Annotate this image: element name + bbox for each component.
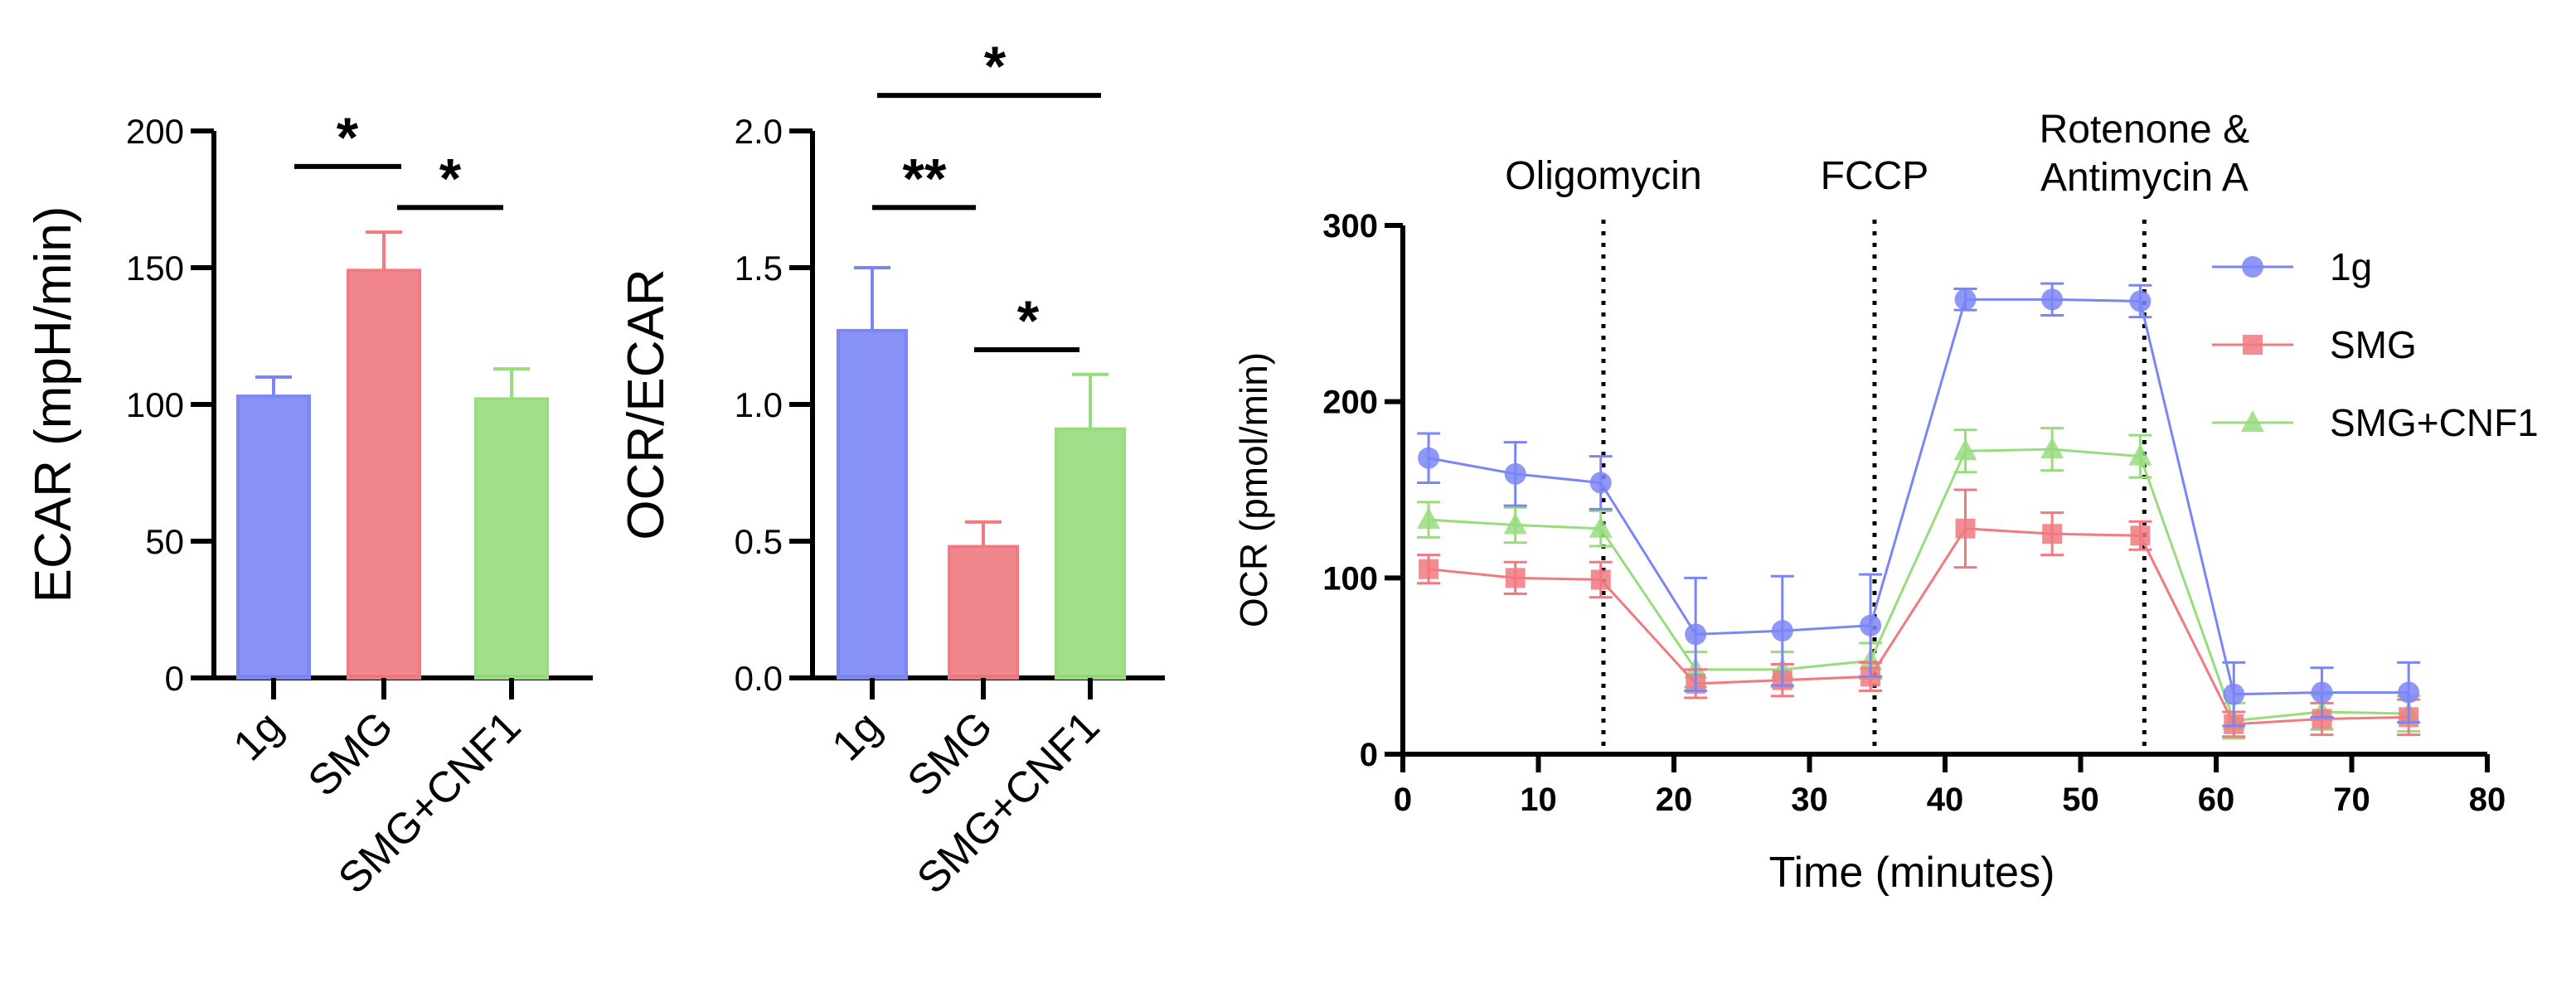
x-tick-label: 10 bbox=[1520, 782, 1557, 818]
data-point bbox=[1503, 512, 1527, 535]
x-tick-label: 50 bbox=[2062, 782, 2099, 818]
x-tick-label: 20 bbox=[1656, 782, 1693, 818]
y-tick-label: 200 bbox=[126, 112, 184, 151]
data-point bbox=[2129, 290, 2152, 312]
injection-label: FCCP bbox=[1821, 154, 1929, 198]
legend-marker bbox=[2243, 335, 2263, 355]
significance-label: * bbox=[439, 147, 462, 210]
data-point bbox=[1505, 568, 1526, 588]
y-axis-label: OCR (pmol/min) bbox=[1232, 352, 1275, 627]
y-tick-label: 200 bbox=[1322, 385, 1378, 421]
y-tick-label: 100 bbox=[126, 385, 184, 424]
y-tick-label: 1.5 bbox=[735, 249, 783, 288]
data-point bbox=[1685, 623, 1707, 646]
ocr-time-line-chart: 0 100 200 300 0 10 20 30 40 50 60 70 80 Time (minutes… bbox=[1232, 108, 2539, 897]
y-axis-label: ECAR (mpH/min) bbox=[25, 206, 82, 603]
y-tick-label: 1.0 bbox=[735, 385, 783, 424]
y-axis-label: OCR/ECAR bbox=[618, 269, 675, 540]
data-point bbox=[1955, 518, 1976, 539]
x-tick-label: 40 bbox=[1927, 782, 1964, 818]
y-tick-label: 50 bbox=[145, 522, 184, 561]
data-point bbox=[2130, 525, 2151, 546]
category-label: SMG bbox=[299, 702, 403, 806]
legend-label: SMG+CNF1 bbox=[2330, 401, 2539, 444]
bar-smg-cnf1 bbox=[474, 397, 549, 680]
y-tick-label: 2.0 bbox=[735, 112, 783, 151]
data-point bbox=[2398, 681, 2420, 704]
data-point bbox=[1953, 438, 1977, 461]
injection-label-line: Oligomycin bbox=[1505, 154, 1701, 198]
data-point bbox=[1589, 515, 1613, 538]
data-point bbox=[2223, 683, 2245, 705]
x-axis-label: Time (minutes) bbox=[1769, 849, 2055, 897]
x-tick-label: 60 bbox=[2198, 782, 2235, 818]
y-tick-label: 300 bbox=[1322, 208, 1378, 244]
injection-label: Oligomycin bbox=[1505, 154, 1701, 198]
y-tick-label: 0 bbox=[1360, 737, 1378, 773]
injection-label-line: Rotenone & bbox=[2040, 108, 2250, 152]
legend-marker bbox=[2242, 256, 2263, 278]
data-point bbox=[2040, 437, 2064, 459]
x-tick-label: 0 bbox=[1394, 782, 1412, 818]
y-tick-label: 0 bbox=[165, 659, 184, 698]
data-point bbox=[2041, 288, 2064, 311]
data-point bbox=[1417, 507, 1441, 530]
series-line bbox=[1428, 448, 2409, 723]
data-point bbox=[1419, 559, 1439, 579]
significance-label: * bbox=[337, 106, 359, 169]
bar-smg bbox=[347, 269, 421, 680]
data-point bbox=[2128, 443, 2152, 466]
legend-label: SMG bbox=[2330, 323, 2417, 366]
injection-label-line: FCCP bbox=[1821, 154, 1929, 198]
data-point bbox=[1590, 569, 1611, 590]
legend-marker bbox=[2241, 410, 2264, 432]
bar-1g bbox=[236, 394, 311, 680]
data-point bbox=[2311, 681, 2333, 704]
series-line bbox=[1428, 527, 2409, 726]
bar-smg-cnf1 bbox=[1055, 427, 1126, 680]
x-tick-label: 30 bbox=[1791, 782, 1828, 818]
significance-label: * bbox=[984, 35, 1007, 98]
y-tick-label: 0.0 bbox=[735, 659, 783, 698]
data-point bbox=[1771, 620, 1793, 642]
data-point bbox=[2042, 524, 2063, 544]
x-tick-label: 70 bbox=[2333, 782, 2370, 818]
significance-label: ** bbox=[903, 147, 947, 210]
data-point bbox=[1504, 462, 1526, 485]
y-tick-label: 150 bbox=[126, 249, 184, 288]
injection-label-line: Antimycin A bbox=[2040, 156, 2249, 200]
data-point bbox=[1860, 614, 1882, 636]
significance-label: * bbox=[1017, 289, 1040, 352]
data-point bbox=[1418, 447, 1440, 469]
y-tick-label: 100 bbox=[1322, 560, 1378, 597]
series-line bbox=[1428, 298, 2409, 696]
injection-label: Rotenone & Antimycin A bbox=[2040, 108, 2250, 200]
legend-label: 1g bbox=[2330, 245, 2372, 288]
bar-smg bbox=[948, 544, 1019, 680]
y-tick-label: 0.5 bbox=[735, 522, 783, 561]
data-point bbox=[1954, 288, 1977, 311]
bar-1g bbox=[837, 328, 908, 680]
category-label: 1g bbox=[225, 702, 293, 770]
data-point bbox=[1589, 472, 1612, 494]
category-label: 1g bbox=[823, 702, 891, 770]
x-tick-label: 80 bbox=[2469, 782, 2506, 818]
